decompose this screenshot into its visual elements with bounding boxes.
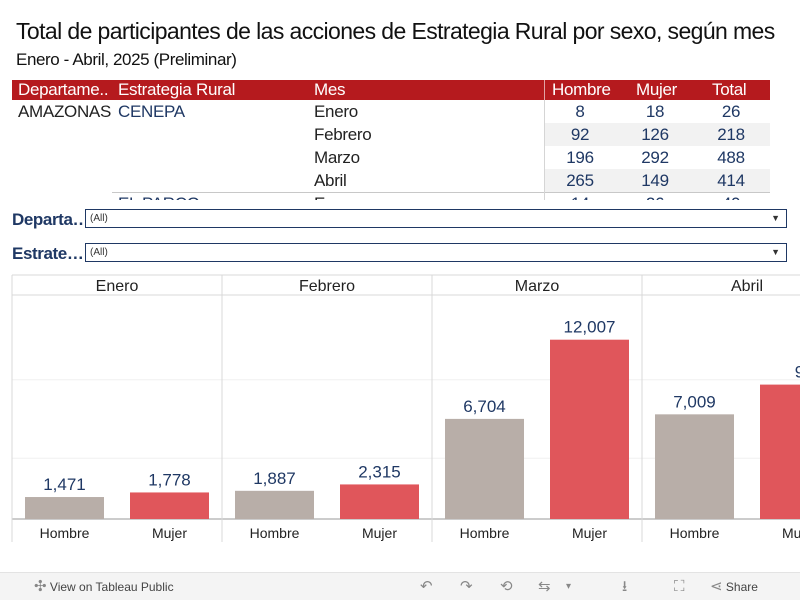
- redo-icon[interactable]: ↷: [460, 578, 473, 595]
- data-label: 7,009: [673, 392, 716, 411]
- panel-header-marzo: Marzo: [515, 278, 560, 295]
- data-label: 9: [795, 363, 800, 382]
- header-divider: [544, 80, 545, 100]
- bar-mujer-enero: [130, 492, 209, 519]
- view-on-tableau-link[interactable]: ✣ View on Tableau Public: [34, 579, 174, 595]
- data-label: 1,471: [43, 475, 86, 494]
- x-tick-label: Mujer: [152, 525, 187, 541]
- x-tick-label: Hombre: [670, 525, 720, 541]
- data-label: 12,007: [564, 318, 616, 337]
- cell-mes: Marzo: [314, 148, 360, 167]
- cell-mes: Abril: [314, 171, 347, 190]
- download-icon[interactable]: ⭳: [622, 578, 628, 595]
- share-label: Share: [725, 580, 758, 594]
- row-band: [545, 123, 770, 146]
- data-table[interactable]: Departame.. Estrategia Rural Mes Hombre …: [12, 80, 770, 200]
- filter-value: (All): [90, 247, 108, 258]
- view-on-tableau-label: View on Tableau Public: [49, 580, 174, 594]
- filter-label-estrategia: Estrate…: [12, 244, 84, 263]
- panel-header-abril: Abril: [731, 278, 763, 295]
- tableau-toolbar: ✣ View on Tableau Public ↶ ↷ ⟲ ⇆ ▾ ⭳ ⛶ ⋖…: [0, 572, 800, 600]
- x-tick-label: Hombre: [40, 525, 90, 541]
- cell-hombre: 196: [566, 148, 594, 167]
- tableau-icon: ✣: [34, 578, 47, 595]
- cell-total: 40: [701, 192, 761, 200]
- cell-estrategia: CENEPA: [118, 102, 185, 121]
- cell-hombre: 265: [566, 171, 594, 190]
- header-departamento[interactable]: Departame..: [18, 80, 109, 99]
- data-label: 2,315: [358, 462, 401, 481]
- bar-hombre-febrero: [235, 490, 314, 519]
- data-label: 1,778: [148, 470, 191, 489]
- header-total[interactable]: Total: [712, 80, 747, 99]
- filter-value: (All): [90, 213, 108, 224]
- refresh-menu-icon[interactable]: ▾: [566, 581, 572, 592]
- table-header: Departame.. Estrategia Rural Mes Hombre …: [12, 80, 770, 100]
- bar-mujer-marzo: [550, 339, 629, 519]
- bar-hombre-enero: [25, 497, 104, 519]
- header-mujer[interactable]: Mujer: [636, 80, 678, 99]
- table-row[interactable]: EL PARCO Enero 14 26 40: [12, 192, 770, 200]
- chart-subtitle: Enero - Abril, 2025 (Preliminar): [16, 50, 237, 69]
- caret-down-icon: ▼: [771, 213, 780, 223]
- x-tick-label: Hombre: [250, 525, 300, 541]
- header-mes[interactable]: Mes: [314, 80, 346, 99]
- filter-label-departamento: Departa…: [12, 210, 90, 229]
- cell-hombre: 14: [550, 192, 610, 200]
- cell-hombre: 92: [570, 125, 590, 144]
- cell-mujer: 149: [641, 171, 669, 190]
- share-icon: ⋖: [710, 578, 723, 595]
- filter-dropdown-departamento[interactable]: (All) ▼: [85, 209, 787, 228]
- panel-header-febrero: Febrero: [299, 278, 355, 295]
- cell-mujer: 18: [645, 102, 665, 121]
- cell-mes: Enero: [314, 192, 358, 200]
- data-label: 1,887: [253, 469, 296, 488]
- cell-total: 218: [717, 125, 745, 144]
- chart-title: Total de participantes de las acciones d…: [16, 18, 775, 44]
- row-band: [545, 169, 770, 192]
- panel-header-enero: Enero: [96, 278, 139, 295]
- x-tick-label: Mujer: [572, 525, 607, 541]
- filter-dropdown-estrategia[interactable]: (All) ▼: [85, 243, 787, 262]
- bar-mujer-abril: [760, 384, 800, 519]
- bar-chart-svg: Enero 1,471 Hombre 1,778 Mujer Febrero 1,887 Ho…: [11, 274, 800, 542]
- share-button[interactable]: ⋖ Share: [710, 579, 758, 595]
- header-estrategia[interactable]: Estrategia Rural: [118, 80, 236, 99]
- x-tick-label: Hombre: [460, 525, 510, 541]
- cell-departamento: AMAZONAS: [18, 102, 112, 121]
- undo-icon[interactable]: ↶: [420, 578, 433, 595]
- column-divider: [544, 100, 545, 200]
- bar-hombre-marzo: [445, 418, 524, 519]
- x-tick-label: Mujer: [362, 525, 397, 541]
- cell-mujer: 26: [625, 192, 685, 200]
- cell-total: 414: [717, 171, 745, 190]
- cell-mujer: 292: [641, 148, 669, 167]
- cell-mes: Febrero: [314, 125, 372, 144]
- cell-total: 26: [721, 102, 741, 121]
- revert-icon[interactable]: ⟲: [500, 578, 513, 595]
- table-row[interactable]: Febrero 92 126 218: [12, 123, 770, 146]
- table-row[interactable]: Marzo 196 292 488: [12, 146, 770, 169]
- x-tick-label: Mujer: [782, 525, 800, 541]
- cell-mes: Enero: [314, 102, 358, 121]
- refresh-icon[interactable]: ⇆: [538, 578, 551, 595]
- data-label: 6,704: [463, 397, 506, 416]
- group-divider: [112, 192, 770, 193]
- cell-hombre: 8: [575, 102, 585, 121]
- caret-down-icon: ▼: [771, 247, 780, 257]
- fullscreen-icon[interactable]: ⛶: [674, 578, 685, 595]
- table-row[interactable]: Abril 265 149 414: [12, 169, 770, 192]
- cell-mujer: 126: [641, 125, 669, 144]
- cell-total: 488: [717, 148, 745, 167]
- cell-estrategia: EL PARCO: [118, 192, 200, 200]
- bar-chart[interactable]: Enero 1,471 Hombre 1,778 Mujer Febrero 1,887 Ho…: [0, 270, 800, 550]
- header-hombre[interactable]: Hombre: [552, 80, 611, 99]
- bar-hombre-abril: [655, 414, 734, 519]
- bar-mujer-febrero: [340, 484, 419, 519]
- table-row[interactable]: AMAZONAS CENEPA Enero 8 18 26: [12, 100, 770, 123]
